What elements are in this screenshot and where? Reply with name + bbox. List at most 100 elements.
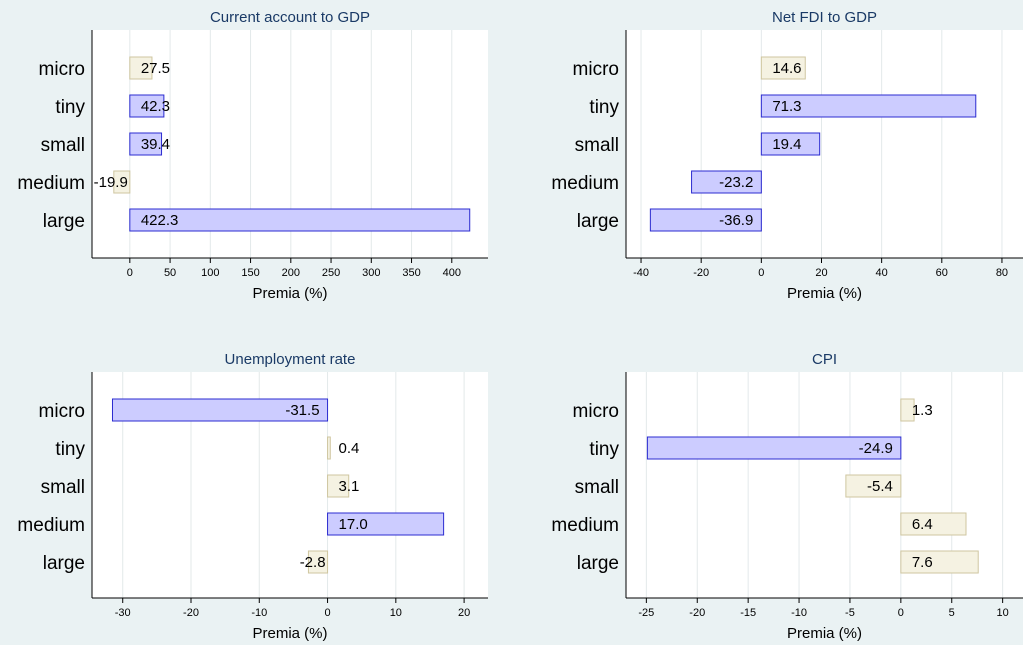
x-tick-label: 20 [458, 607, 470, 619]
bar-medium [900, 512, 967, 536]
x-tick-label: 60 [936, 267, 948, 279]
category-label: micro [573, 59, 619, 80]
category-label: micro [39, 401, 85, 422]
value-label: 19.4 [772, 136, 801, 153]
bar-large [307, 550, 329, 574]
value-label: -19.9 [94, 174, 128, 191]
value-label: -2.8 [300, 554, 326, 571]
x-tick-label: 5 [949, 607, 955, 619]
category-label: tiny [55, 97, 85, 118]
bar-small [327, 474, 350, 498]
bar-medium [691, 170, 762, 194]
bar-tiny [646, 436, 902, 460]
value-label: -24.9 [859, 440, 893, 457]
value-label: 17.0 [339, 516, 368, 533]
bar-small [129, 132, 163, 156]
x-tick-label: -5 [845, 607, 855, 619]
bar-medium [113, 170, 131, 194]
category-label: medium [17, 173, 85, 194]
x-axis-label: Premia (%) [252, 285, 327, 302]
panel-3: Unemployment rate -31.5 micro 0.4 tiny 3.1 sma… [17, 351, 488, 642]
category-label: small [575, 135, 619, 156]
x-tick-label: -20 [689, 607, 705, 619]
x-axis-label: Premia (%) [252, 625, 327, 642]
category-label: large [577, 211, 619, 232]
bar-large [649, 208, 762, 232]
category-label: large [43, 211, 85, 232]
x-tick-label: -25 [638, 607, 654, 619]
x-tick-label: 300 [362, 267, 380, 279]
x-tick-label: -20 [693, 267, 709, 279]
bar-micro [900, 398, 915, 422]
chart-title: Unemployment rate [225, 351, 356, 368]
x-tick-label: 0 [127, 267, 133, 279]
x-axis-label: Premia (%) [787, 625, 862, 642]
bar-large [129, 208, 471, 232]
x-tick-label: 400 [443, 267, 461, 279]
x-tick-label: 50 [164, 267, 176, 279]
value-label: 71.3 [772, 98, 801, 115]
panel-2: Net FDI to GDP 14.6 micro 71.3 tiny 19.4 small… [551, 9, 1023, 302]
x-tick-label: -10 [791, 607, 807, 619]
x-tick-label: -30 [115, 607, 131, 619]
x-tick-label: 250 [322, 267, 340, 279]
panel-4: CPI 1.3 micro -24.9 tiny -5.4 small 6.4 medium 7.… [551, 351, 1023, 642]
x-tick-label: 100 [201, 267, 219, 279]
x-tick-label: 40 [876, 267, 888, 279]
chart-title: Net FDI to GDP [772, 9, 877, 26]
value-label: 0.4 [339, 440, 360, 457]
x-tick-label: 0 [324, 607, 330, 619]
x-tick-label: 0 [758, 267, 764, 279]
value-label: 422.3 [141, 212, 179, 229]
x-tick-label: -10 [251, 607, 267, 619]
value-label: 7.6 [912, 554, 933, 571]
x-tick-label: 0 [898, 607, 904, 619]
category-label: small [41, 135, 85, 156]
x-tick-label: -20 [183, 607, 199, 619]
value-label: -5.4 [867, 478, 893, 495]
category-label: micro [39, 59, 85, 80]
value-label: 39.4 [141, 136, 170, 153]
bar-small [845, 474, 902, 498]
bar-small [760, 132, 821, 156]
value-label: 14.6 [772, 60, 801, 77]
category-label: small [41, 477, 85, 498]
category-label: medium [551, 173, 619, 194]
bar-tiny [327, 436, 331, 460]
x-tick-label: 10 [390, 607, 402, 619]
category-label: micro [573, 401, 619, 422]
value-label: 1.3 [912, 402, 933, 419]
category-label: tiny [589, 439, 619, 460]
category-label: large [43, 553, 85, 574]
x-tick-label: 20 [815, 267, 827, 279]
category-label: medium [17, 515, 85, 536]
value-label: -31.5 [285, 402, 319, 419]
value-label: 42.3 [141, 98, 170, 115]
x-tick-label: -15 [740, 607, 756, 619]
x-tick-label: 200 [282, 267, 300, 279]
bar-micro [111, 398, 329, 422]
chart-title: CPI [812, 351, 837, 368]
category-label: tiny [55, 439, 85, 460]
x-axis-label: Premia (%) [787, 285, 862, 302]
chart-title: Current account to GDP [210, 9, 370, 26]
x-tick-label: 80 [996, 267, 1008, 279]
value-label: -36.9 [719, 212, 753, 229]
x-tick-label: -40 [633, 267, 649, 279]
bar-tiny [129, 94, 165, 118]
value-label: 3.1 [339, 478, 360, 495]
value-label: 27.5 [141, 60, 170, 77]
x-tick-label: 10 [997, 607, 1009, 619]
bar-micro [129, 56, 153, 80]
value-label: -23.2 [719, 174, 753, 191]
value-label: 6.4 [912, 516, 933, 533]
bar-tiny [760, 94, 977, 118]
x-tick-label: 350 [402, 267, 420, 279]
bar-medium [327, 512, 445, 536]
category-label: large [577, 553, 619, 574]
bar-large [900, 550, 979, 574]
category-label: small [575, 477, 619, 498]
category-label: tiny [589, 97, 619, 118]
x-tick-label: 150 [241, 267, 259, 279]
